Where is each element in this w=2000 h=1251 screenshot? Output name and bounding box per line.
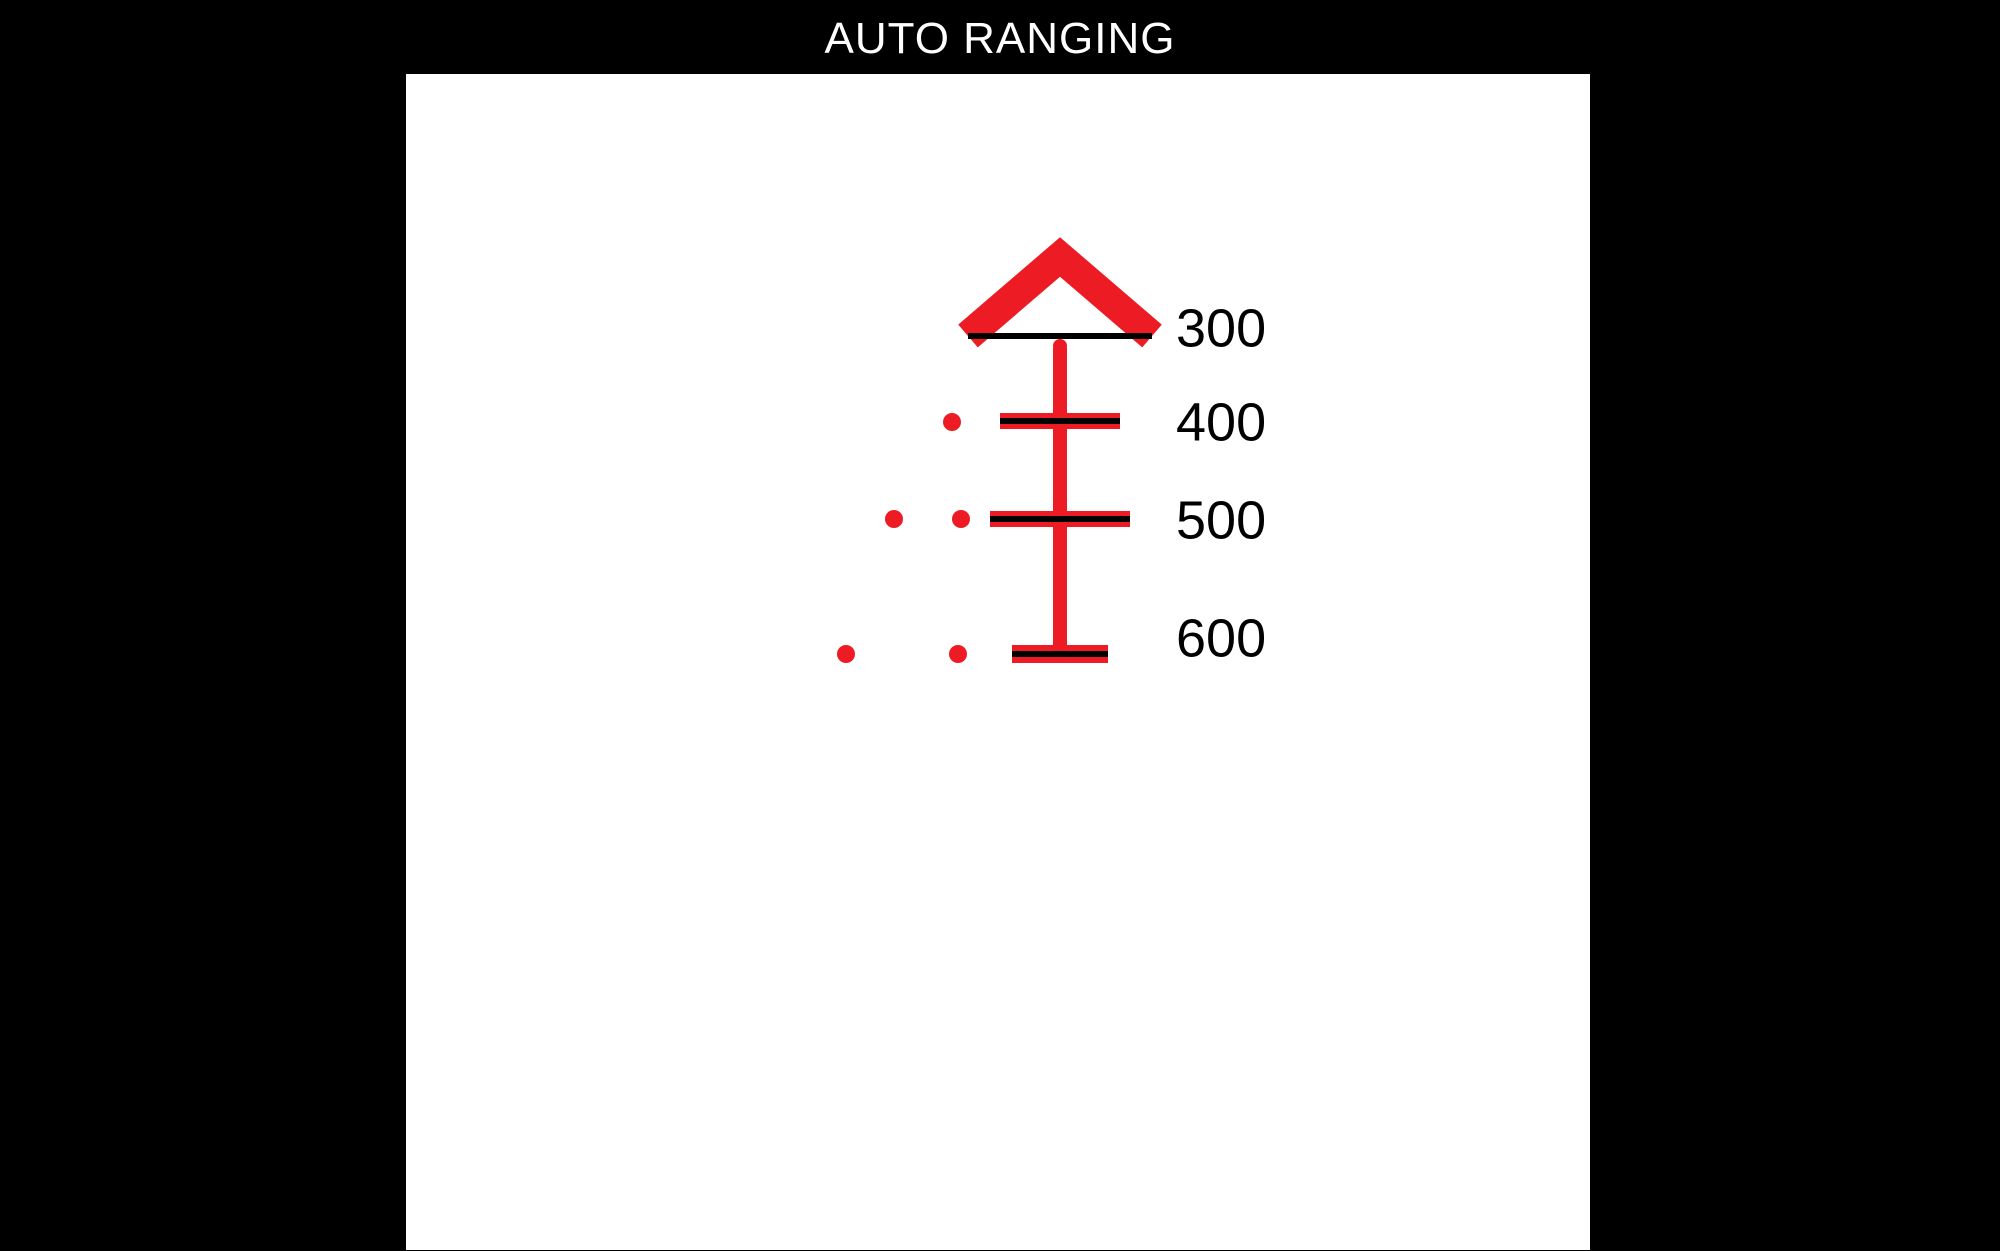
windage-dot — [943, 413, 961, 431]
post-top-dot — [1053, 339, 1067, 353]
range-label: 600 — [1176, 608, 1266, 668]
windage-dot — [885, 510, 903, 528]
range-label: 500 — [1176, 490, 1266, 550]
windage-dot — [949, 645, 967, 663]
chevron-icon — [968, 257, 1152, 336]
page-title: AUTO RANGING — [0, 14, 2000, 64]
reticle-diagram: 300 400 500 600 — [406, 74, 1590, 1250]
page: AUTO RANGING 300 400 500 600 — [0, 0, 2000, 1251]
range-label: 400 — [1176, 392, 1266, 452]
windage-dot — [952, 510, 970, 528]
reticle-panel: 300 400 500 600 — [406, 74, 1590, 1250]
range-label: 300 — [1176, 298, 1266, 358]
windage-dot — [837, 645, 855, 663]
